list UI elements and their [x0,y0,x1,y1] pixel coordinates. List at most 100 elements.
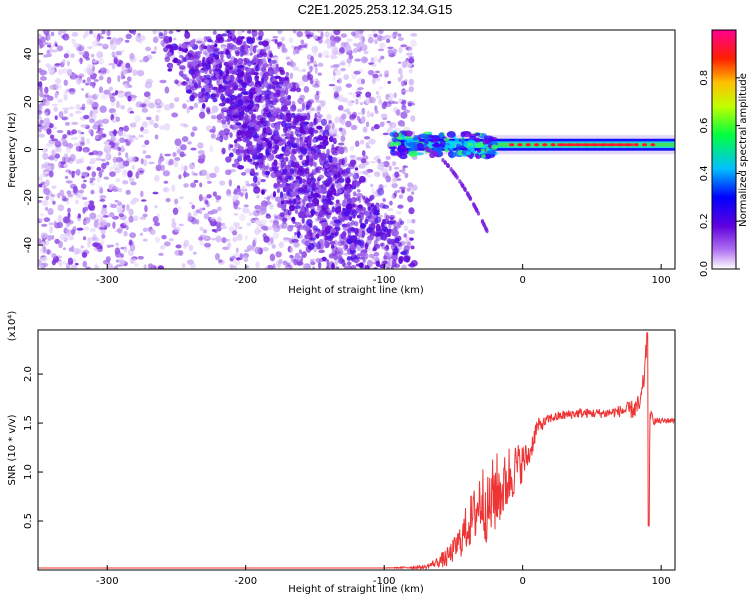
noise-blob [42,171,50,175]
carrier-blob [395,141,402,146]
noise-blob [154,205,158,209]
band-blob [326,190,333,198]
noise-blob [232,236,238,243]
band-blob [355,193,363,198]
x-tick-label: 0 [519,576,525,587]
noise-blob [340,67,346,72]
band-blob [390,265,394,269]
band-blob [255,105,259,112]
noise-blob [387,49,393,55]
noise-blob [320,31,324,39]
noise-blob [400,123,406,127]
noise-blob [261,225,269,231]
noise-blob [63,90,68,99]
band-blob [273,182,278,189]
band-blob [262,112,268,118]
carrier-blob [475,137,481,143]
noise-blob [399,186,406,190]
band-blob [214,59,222,64]
noise-blob [394,190,398,198]
noise-blob [122,169,128,175]
spectrogram-x-label: Height of straight line (km) [288,285,424,296]
noise-blob [177,206,182,211]
noise-blob [152,216,159,224]
noise-blob [91,236,97,241]
noise-blob [52,44,56,48]
band-blob [313,228,317,234]
noise-blob [70,136,78,140]
band-blob [355,180,360,188]
noise-blob [388,165,392,172]
band-blob [190,60,198,67]
noise-blob [373,124,380,130]
noise-blob [148,119,155,125]
noise-blob [341,113,347,120]
noise-blob [210,217,216,222]
band-blob [201,103,206,109]
band-blob [273,130,280,137]
band-blob [291,143,298,148]
noise-blob [218,259,223,263]
noise-blob [58,240,63,249]
noise-blob [70,73,78,80]
noise-blob [216,226,222,232]
noise-blob [314,93,320,101]
band-blob [318,174,325,180]
noise-blob [159,79,167,84]
band-blob [294,126,301,132]
noise-blob [94,134,100,140]
carrier-peak [600,143,606,147]
noise-blob [63,216,71,224]
noise-blob [378,86,383,90]
carrier-blob [399,149,409,155]
band-blob [319,153,327,162]
noise-blob [53,157,58,162]
noise-blob [86,76,92,83]
noise-blob [46,49,51,55]
noise-blob [50,164,55,172]
band-blob [392,247,400,255]
noise-blob [139,168,146,172]
figure-title: C2E1.2025.253.12.34.G15 [297,2,453,17]
noise-blob [47,208,54,216]
noise-blob [387,80,392,84]
noise-blob [324,32,333,36]
band-blob [309,203,317,207]
noise-blob [51,253,57,259]
noise-blob [317,62,324,67]
noise-blob [95,242,103,250]
band-blob [362,259,366,263]
band-blob [208,84,213,91]
carrier-blob [431,135,441,140]
noise-blob [155,164,162,172]
band-blob [251,30,258,37]
noise-blob [40,247,48,255]
band-blob [228,42,234,50]
band-blob [337,142,345,146]
noise-blob [120,222,127,229]
band-blob [291,191,296,198]
x-tick-label: 100 [652,576,671,587]
band-blob [270,135,275,141]
noise-blob [80,183,87,189]
noise-blob [377,48,385,52]
noise-blob [60,30,67,35]
noise-blob [366,259,373,268]
carrier-peak [567,143,573,147]
noise-blob [45,195,50,201]
band-blob [299,154,303,161]
noise-blob [300,39,305,45]
noise-blob [203,213,210,220]
band-blob [338,213,346,222]
noise-blob [325,55,330,59]
band-blob [346,261,352,266]
noise-blob [117,201,122,207]
noise-blob [215,235,222,243]
noise-blob [81,251,88,258]
noise-blob [157,265,165,269]
band-blob [228,99,235,105]
band-blob [331,144,335,150]
noise-blob [149,228,156,236]
noise-blob [99,195,107,199]
band-blob [212,50,220,58]
